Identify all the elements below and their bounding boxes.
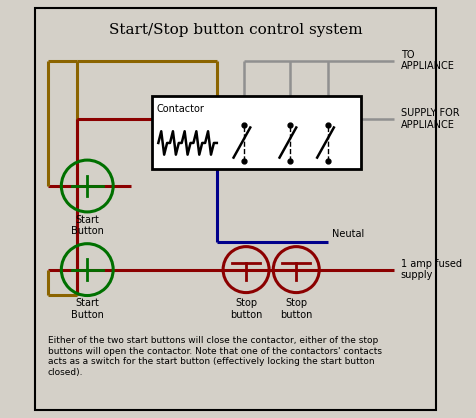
Text: Contactor: Contactor bbox=[156, 104, 204, 114]
Text: Start/Stop button control system: Start/Stop button control system bbox=[109, 23, 362, 37]
Text: Stop
button: Stop button bbox=[230, 298, 262, 320]
Bar bbox=[152, 96, 361, 169]
Text: Neutal: Neutal bbox=[332, 229, 364, 239]
Text: SUPPLY FOR
APPLIANCE: SUPPLY FOR APPLIANCE bbox=[401, 108, 459, 130]
Text: TO
APPLIANCE: TO APPLIANCE bbox=[401, 50, 455, 71]
Text: Start
Button: Start Button bbox=[71, 298, 104, 320]
Text: Stop
button: Stop button bbox=[280, 298, 312, 320]
Text: 1 amp fused
supply: 1 amp fused supply bbox=[401, 259, 462, 280]
Text: Start
Button: Start Button bbox=[71, 215, 104, 237]
Text: Either of the two start buttons will close the contactor, either of the stop
but: Either of the two start buttons will clo… bbox=[48, 336, 382, 377]
